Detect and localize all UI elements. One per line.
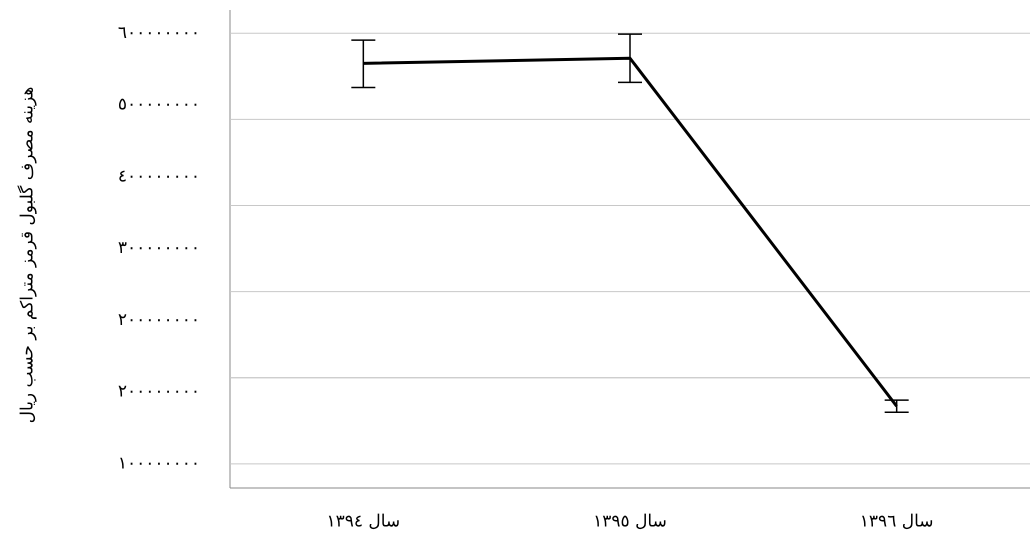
line: [363, 56, 898, 408]
y-tick-label: ٢٠٠٠٠٠٠٠٠: [118, 310, 200, 330]
x-tick-label: سال ١٣٩٤: [326, 512, 400, 532]
y-axis-title: هزینه مصرف گلبول قرمز متراکم بر حسب ریال: [17, 87, 38, 424]
y-tick-label: ١٠٠٠٠٠٠٠٠: [118, 453, 200, 473]
y-tick-label: ٣٠٠٠٠٠٠٠٠: [118, 238, 200, 258]
error-bar: [351, 39, 376, 89]
error-bar: [884, 399, 909, 413]
y-tick-label: ٥٠٠٠٠٠٠٠٠: [118, 95, 200, 115]
y-tick-label: ٢٠٠٠٠٠٠٠٠: [118, 382, 200, 402]
y-tick-label: ٤٠٠٠٠٠٠٠٠: [118, 166, 200, 186]
x-tick-label: سال ١٣٩٦: [860, 512, 934, 532]
x-tick-label: سال ١٣٩٥: [593, 512, 667, 532]
y-tick-label: ٦٠٠٠٠٠٠٠٠: [118, 23, 200, 43]
